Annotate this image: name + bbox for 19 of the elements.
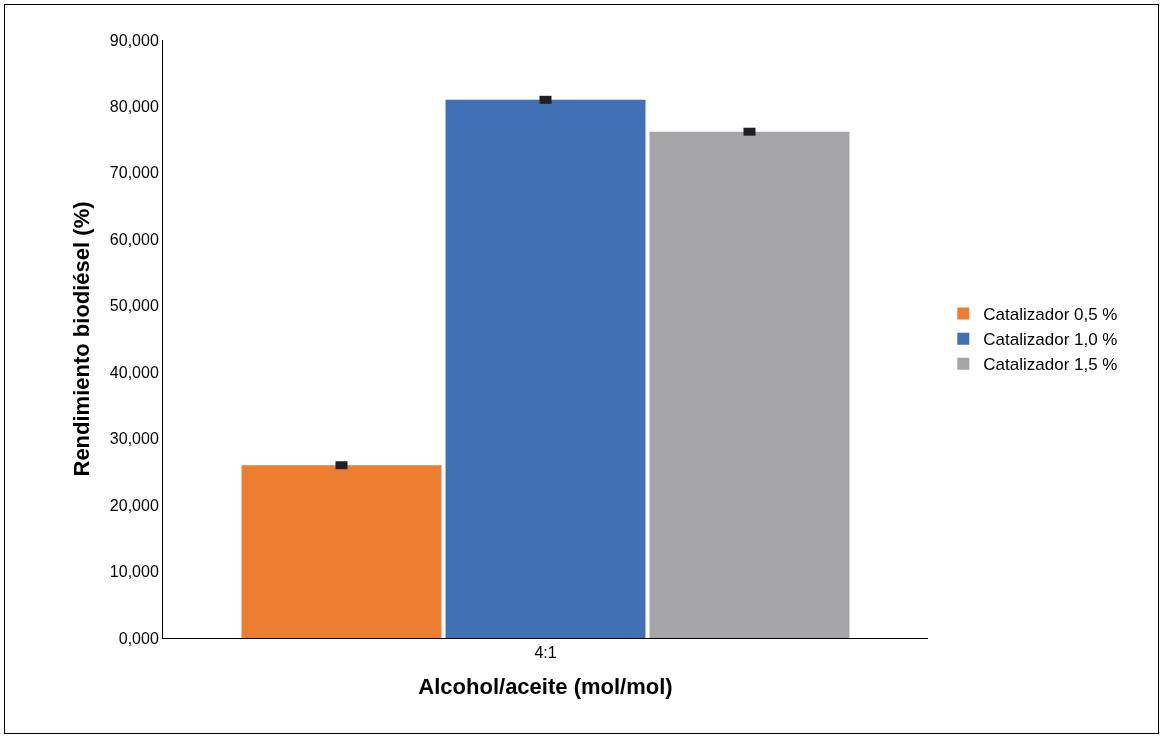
legend-label: Catalizador 1,0 % (983, 330, 1118, 350)
bar (445, 99, 646, 638)
y-tick-label: 60,000 (109, 230, 159, 248)
y-tick-label: 90,000 (109, 31, 159, 49)
x-tick-label: 4:1 (534, 644, 557, 662)
y-tick-label: 50,000 (109, 297, 159, 315)
y-tick-label: 30,000 (109, 430, 159, 448)
bar (649, 131, 850, 638)
y-tick-label: 10,000 (109, 563, 159, 581)
bar (241, 465, 442, 638)
y-tick-label: 80,000 (109, 98, 159, 116)
y-tick-label: 0,000 (118, 629, 159, 647)
x-axis-title: Alcohol/aceite (mol/mol) (418, 674, 673, 700)
y-tick-label: 40,000 (109, 363, 159, 381)
y-axis-title: Rendimiento biodiésel (%) (68, 201, 94, 477)
y-tick-label: 20,000 (109, 496, 159, 514)
legend-label: Catalizador 0,5 % (983, 305, 1118, 325)
legend-label: Catalizador 1,5 % (983, 355, 1118, 375)
y-tick-label: 70,000 (109, 164, 159, 182)
